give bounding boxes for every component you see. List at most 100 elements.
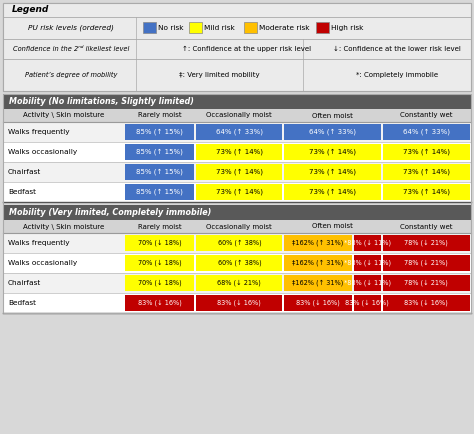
Text: 78% (↓ 21%): 78% (↓ 21%) bbox=[404, 240, 448, 247]
Text: Bedfast: Bedfast bbox=[8, 300, 36, 306]
Bar bbox=[284, 255, 352, 271]
Text: Mild risk: Mild risk bbox=[204, 25, 235, 31]
Bar bbox=[196, 164, 283, 180]
Bar bbox=[3, 39, 471, 59]
Text: 85% (↑ 15%): 85% (↑ 15%) bbox=[136, 169, 183, 175]
Bar bbox=[3, 182, 471, 202]
Text: 73% (↑ 14%): 73% (↑ 14%) bbox=[216, 149, 263, 155]
Bar bbox=[284, 124, 381, 140]
Bar bbox=[125, 275, 194, 291]
Bar bbox=[196, 275, 283, 291]
Bar bbox=[244, 22, 257, 33]
Bar bbox=[3, 3, 471, 91]
Bar bbox=[383, 275, 470, 291]
Bar bbox=[284, 295, 352, 311]
Bar bbox=[125, 164, 194, 180]
Bar bbox=[284, 144, 381, 160]
Bar bbox=[383, 255, 470, 271]
Text: Often moist: Often moist bbox=[312, 224, 353, 230]
Text: Occasionally moist: Occasionally moist bbox=[207, 112, 272, 118]
Text: Moderate risk: Moderate risk bbox=[259, 25, 310, 31]
Text: 64% (↑ 33%): 64% (↑ 33%) bbox=[309, 129, 356, 135]
Text: Bedfast: Bedfast bbox=[8, 189, 36, 195]
Bar bbox=[284, 275, 352, 291]
Text: *88% (↓ 11%): *88% (↓ 11%) bbox=[344, 240, 391, 247]
Text: Rarely moist: Rarely moist bbox=[138, 112, 182, 118]
Text: No risk: No risk bbox=[158, 25, 183, 31]
Bar bbox=[3, 94, 471, 109]
Text: Constantly wet: Constantly wet bbox=[400, 112, 453, 118]
Bar bbox=[383, 124, 470, 140]
Bar bbox=[383, 295, 470, 311]
Text: ↑: Confidence at the upper risk level: ↑: Confidence at the upper risk level bbox=[182, 46, 311, 52]
Text: Mobility (Very limited, Completely immobile): Mobility (Very limited, Completely immob… bbox=[9, 208, 211, 217]
Bar bbox=[284, 184, 381, 200]
Bar bbox=[125, 124, 194, 140]
Text: Walks frequently: Walks frequently bbox=[8, 129, 70, 135]
Text: ‡162% (↑ 31%): ‡162% (↑ 31%) bbox=[292, 279, 344, 286]
Text: 64% (↑ 33%): 64% (↑ 33%) bbox=[403, 129, 450, 135]
Bar bbox=[125, 295, 194, 311]
Bar bbox=[3, 3, 471, 17]
Bar bbox=[3, 220, 471, 233]
Bar bbox=[383, 164, 470, 180]
Text: Often moist: Often moist bbox=[312, 112, 353, 118]
Text: Chairfast: Chairfast bbox=[8, 280, 41, 286]
Text: *: Completely immobile: *: Completely immobile bbox=[356, 72, 438, 78]
Text: 85% (↑ 15%): 85% (↑ 15%) bbox=[136, 149, 183, 155]
Text: 73% (↑ 14%): 73% (↑ 14%) bbox=[309, 169, 356, 175]
Text: 83% (↓ 16%): 83% (↓ 16%) bbox=[137, 300, 182, 306]
Text: PU risk levels (ordered): PU risk levels (ordered) bbox=[28, 25, 114, 31]
Text: *88% (↓ 11%): *88% (↓ 11%) bbox=[344, 260, 391, 266]
Bar bbox=[383, 235, 470, 251]
Text: Activity \ Skin moisture: Activity \ Skin moisture bbox=[23, 224, 104, 230]
Bar bbox=[3, 109, 471, 122]
Text: 83% (↓ 16%): 83% (↓ 16%) bbox=[218, 300, 261, 306]
Text: *88% (↓ 11%): *88% (↓ 11%) bbox=[344, 279, 391, 286]
Text: 73% (↑ 14%): 73% (↑ 14%) bbox=[216, 189, 263, 195]
Bar bbox=[189, 22, 202, 33]
Bar bbox=[3, 162, 471, 182]
Text: Rarely moist: Rarely moist bbox=[138, 224, 182, 230]
Bar bbox=[3, 293, 471, 313]
Text: 70% (↓ 18%): 70% (↓ 18%) bbox=[138, 279, 182, 286]
Bar bbox=[196, 235, 283, 251]
Bar bbox=[354, 235, 381, 251]
Text: ‡162% (↑ 31%): ‡162% (↑ 31%) bbox=[292, 240, 344, 247]
Text: Walks frequently: Walks frequently bbox=[8, 240, 70, 246]
Bar bbox=[196, 255, 283, 271]
Text: 73% (↑ 14%): 73% (↑ 14%) bbox=[403, 149, 450, 155]
Bar bbox=[196, 144, 283, 160]
Text: Constantly wet: Constantly wet bbox=[400, 224, 453, 230]
Text: Walks occasionally: Walks occasionally bbox=[8, 149, 77, 155]
Bar bbox=[125, 184, 194, 200]
Bar bbox=[3, 17, 471, 39]
Bar bbox=[284, 235, 352, 251]
Text: High risk: High risk bbox=[331, 25, 363, 31]
Bar bbox=[125, 255, 194, 271]
Text: 70% (↓ 18%): 70% (↓ 18%) bbox=[138, 240, 182, 247]
Bar bbox=[354, 255, 381, 271]
Text: Confidence in the 2ⁿᵈ likeliest level: Confidence in the 2ⁿᵈ likeliest level bbox=[13, 46, 129, 52]
Text: Patient’s degree of mobility: Patient’s degree of mobility bbox=[25, 72, 117, 78]
Bar bbox=[3, 3, 471, 91]
Text: 73% (↑ 14%): 73% (↑ 14%) bbox=[216, 169, 263, 175]
Text: 85% (↑ 15%): 85% (↑ 15%) bbox=[136, 189, 183, 195]
Text: 83% (↓ 16%): 83% (↓ 16%) bbox=[404, 300, 448, 306]
Bar bbox=[3, 142, 471, 162]
Bar bbox=[3, 94, 471, 313]
Bar bbox=[196, 295, 283, 311]
Bar bbox=[3, 253, 471, 273]
Text: 73% (↑ 14%): 73% (↑ 14%) bbox=[309, 189, 356, 195]
Bar bbox=[383, 144, 470, 160]
Text: 73% (↑ 14%): 73% (↑ 14%) bbox=[309, 149, 356, 155]
Text: Chairfast: Chairfast bbox=[8, 169, 41, 175]
Text: 68% (↓ 21%): 68% (↓ 21%) bbox=[218, 279, 261, 286]
Bar bbox=[284, 164, 381, 180]
Text: 78% (↓ 21%): 78% (↓ 21%) bbox=[404, 279, 448, 286]
Bar bbox=[316, 22, 328, 33]
Bar bbox=[143, 22, 156, 33]
Text: ‡: Very limited mobility: ‡: Very limited mobility bbox=[180, 72, 260, 78]
Bar bbox=[3, 205, 471, 220]
Text: Mobility (No limitations, Slightly limited): Mobility (No limitations, Slightly limit… bbox=[9, 97, 194, 106]
